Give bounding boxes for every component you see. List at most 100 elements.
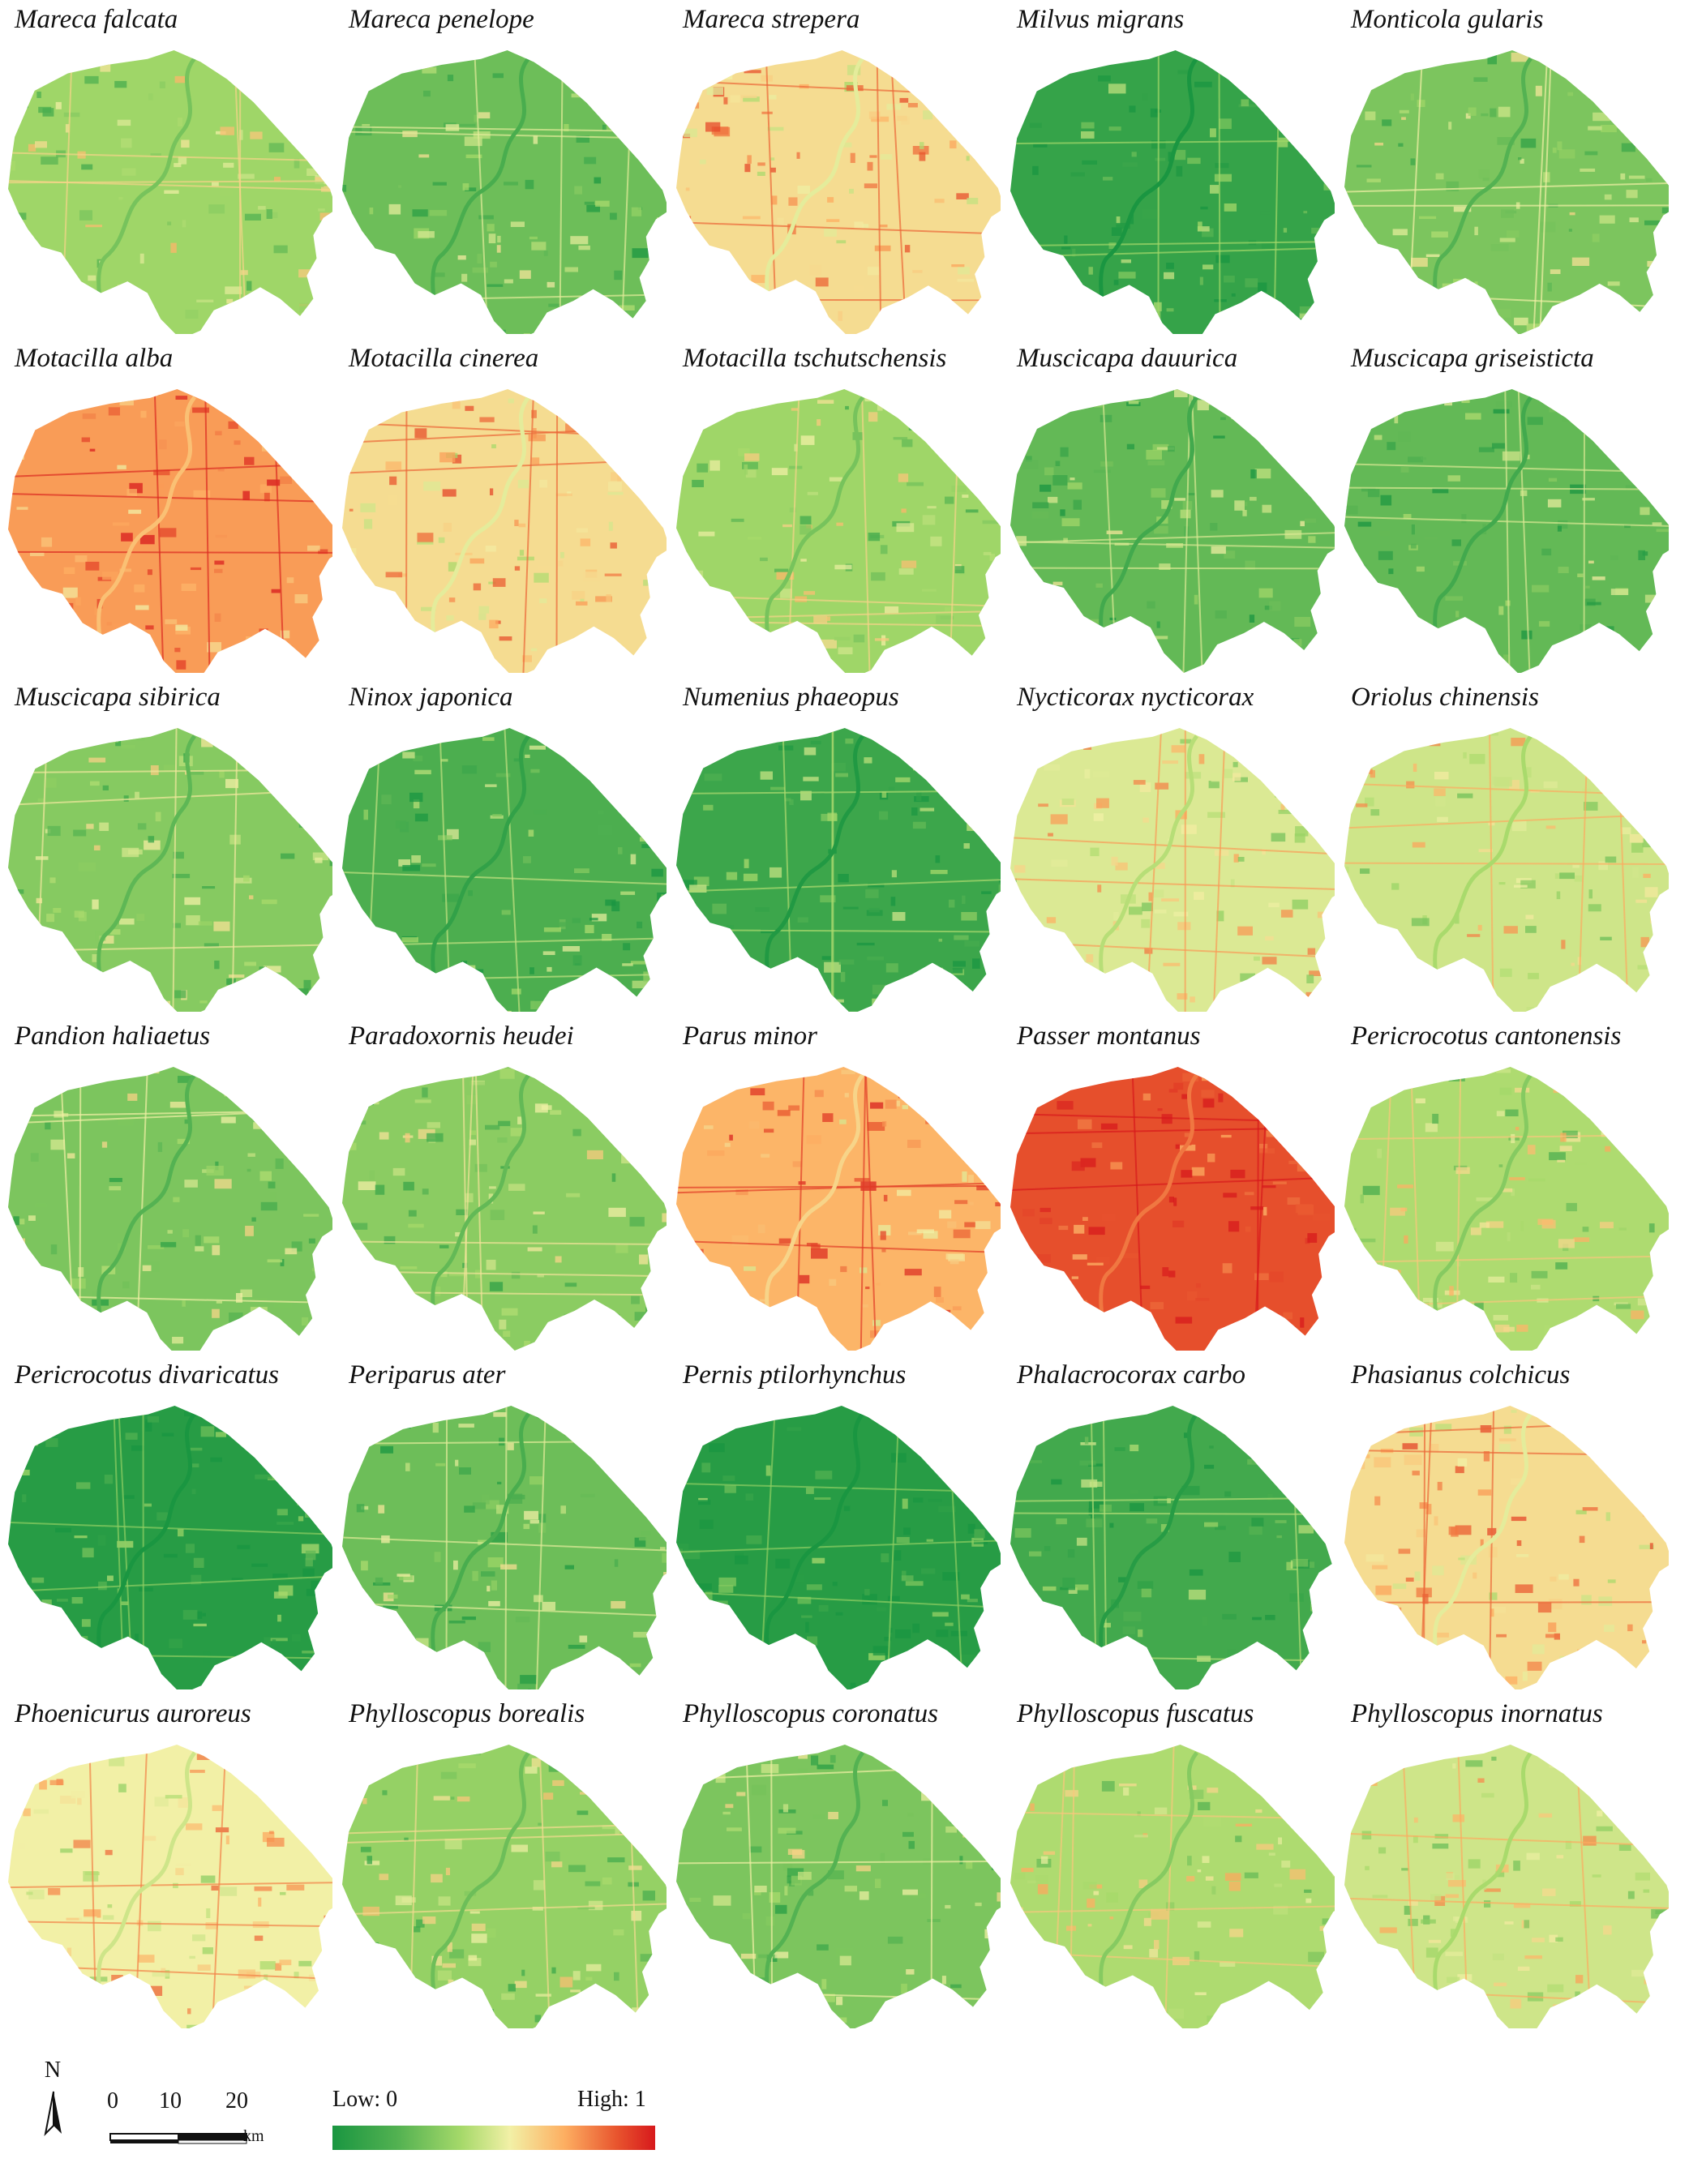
map-speckle bbox=[1444, 728, 1454, 736]
map-speckle bbox=[294, 1972, 299, 1979]
map-speckle bbox=[907, 1139, 921, 1148]
map-linear-feature bbox=[342, 1602, 667, 1617]
map-speckle bbox=[1106, 530, 1123, 534]
map-speckle bbox=[754, 1886, 767, 1893]
map-speckle bbox=[1031, 606, 1040, 611]
map-speckle bbox=[137, 823, 147, 830]
map-speckle bbox=[1634, 322, 1647, 329]
map-speckle bbox=[321, 1810, 325, 1821]
map-linear-feature bbox=[8, 1521, 332, 1535]
map-speckle bbox=[1287, 638, 1300, 643]
map-panel: Phylloscopus fuscatus bbox=[1002, 1694, 1336, 2033]
map-speckle bbox=[170, 242, 177, 253]
map-panel: Muscicapa dauurica bbox=[1002, 339, 1336, 678]
map-speckle bbox=[1398, 1548, 1411, 1554]
map-speckle bbox=[511, 1271, 521, 1279]
map-speckle bbox=[1214, 850, 1229, 856]
map-speckle bbox=[100, 1651, 117, 1658]
map-speckle bbox=[508, 1984, 516, 1992]
map-speckle bbox=[531, 409, 537, 418]
map-speckle bbox=[1052, 1330, 1058, 1339]
map-speckle bbox=[54, 1111, 63, 1118]
map-speckle bbox=[822, 1113, 834, 1122]
map-speckle bbox=[724, 1142, 731, 1147]
map-speckle bbox=[792, 1161, 802, 1167]
map-speckle bbox=[1194, 594, 1198, 605]
map-panel: Mareca falcata bbox=[0, 0, 334, 339]
map-speckle bbox=[806, 1584, 822, 1591]
map-speckle bbox=[1401, 1868, 1409, 1871]
map-speckle bbox=[148, 1674, 162, 1680]
map-speckle bbox=[1305, 798, 1310, 808]
map-speckle bbox=[1358, 1238, 1376, 1243]
map-speckle bbox=[500, 1564, 517, 1569]
map-speckle bbox=[653, 308, 662, 313]
map-speckle bbox=[147, 1416, 160, 1423]
map-speckle bbox=[895, 777, 911, 782]
map-speckle bbox=[1277, 1121, 1294, 1131]
map-speckle bbox=[1216, 910, 1224, 922]
map-speckle bbox=[1576, 1327, 1588, 1334]
map-speckle bbox=[1030, 1287, 1046, 1296]
map-river bbox=[431, 734, 530, 988]
map-speckle bbox=[1632, 1762, 1648, 1772]
map-speckle bbox=[431, 1874, 443, 1883]
map-linear-feature bbox=[1010, 139, 1335, 145]
map-speckle bbox=[351, 620, 357, 631]
map-speckle bbox=[945, 496, 954, 504]
map-speckle bbox=[664, 1827, 667, 1831]
map-speckle bbox=[1591, 991, 1595, 998]
species-title: Pericrocotus divaricatus bbox=[15, 1360, 279, 1390]
map-speckle bbox=[572, 955, 582, 966]
map-speckle bbox=[662, 1661, 667, 1667]
map-speckle bbox=[48, 1086, 54, 1093]
map-speckle bbox=[1071, 1161, 1085, 1171]
map-speckle bbox=[297, 988, 309, 997]
map-base-fill bbox=[1010, 1406, 1332, 1689]
map-speckle bbox=[144, 1835, 156, 1841]
map-speckle bbox=[1455, 1167, 1470, 1175]
map-speckle bbox=[521, 1969, 525, 1976]
map-speckle bbox=[1334, 1328, 1335, 1337]
map-speckle bbox=[902, 1570, 907, 1580]
map-speckle bbox=[1662, 920, 1669, 930]
map-speckle bbox=[782, 524, 793, 528]
map-linear-feature bbox=[765, 50, 778, 334]
map-speckle bbox=[104, 1475, 114, 1484]
map-speckle bbox=[1144, 948, 1153, 954]
map-speckle bbox=[1130, 1503, 1144, 1512]
map-speckle bbox=[1141, 1588, 1152, 1598]
map-speckle bbox=[514, 566, 521, 571]
map-speckle bbox=[63, 567, 75, 574]
map-speckle bbox=[490, 2009, 494, 2019]
map-speckle bbox=[1032, 165, 1039, 175]
map-speckle bbox=[1230, 879, 1235, 888]
map-speckle bbox=[1352, 968, 1367, 974]
map-speckle bbox=[980, 1123, 997, 1133]
map-speckle bbox=[872, 984, 886, 995]
map-speckle bbox=[698, 254, 710, 263]
map-speckle bbox=[662, 1213, 667, 1223]
map-speckle bbox=[964, 1222, 975, 1227]
map-speckle bbox=[1314, 1992, 1332, 1998]
map-speckle bbox=[209, 739, 216, 743]
map-speckle bbox=[749, 1846, 762, 1853]
map-linear-feature bbox=[153, 389, 165, 673]
map-speckle bbox=[272, 996, 288, 1004]
species-title: Passer montanus bbox=[1017, 1021, 1201, 1051]
map-speckle bbox=[456, 1317, 465, 1325]
map-speckle bbox=[559, 922, 570, 927]
map-speckle bbox=[1568, 229, 1572, 232]
map-speckle bbox=[1198, 1801, 1211, 1810]
map-speckle bbox=[1552, 148, 1557, 153]
map-speckle bbox=[856, 942, 875, 946]
map-speckle bbox=[410, 1656, 428, 1666]
map-river bbox=[96, 1412, 196, 1666]
map-speckle bbox=[901, 560, 917, 568]
map-speckle bbox=[148, 93, 153, 101]
map-speckle bbox=[1496, 1068, 1511, 1073]
map-speckle bbox=[294, 158, 300, 169]
map-speckle bbox=[1330, 1309, 1335, 1315]
map-speckle bbox=[1130, 1490, 1138, 1494]
map-speckle bbox=[1644, 482, 1654, 490]
